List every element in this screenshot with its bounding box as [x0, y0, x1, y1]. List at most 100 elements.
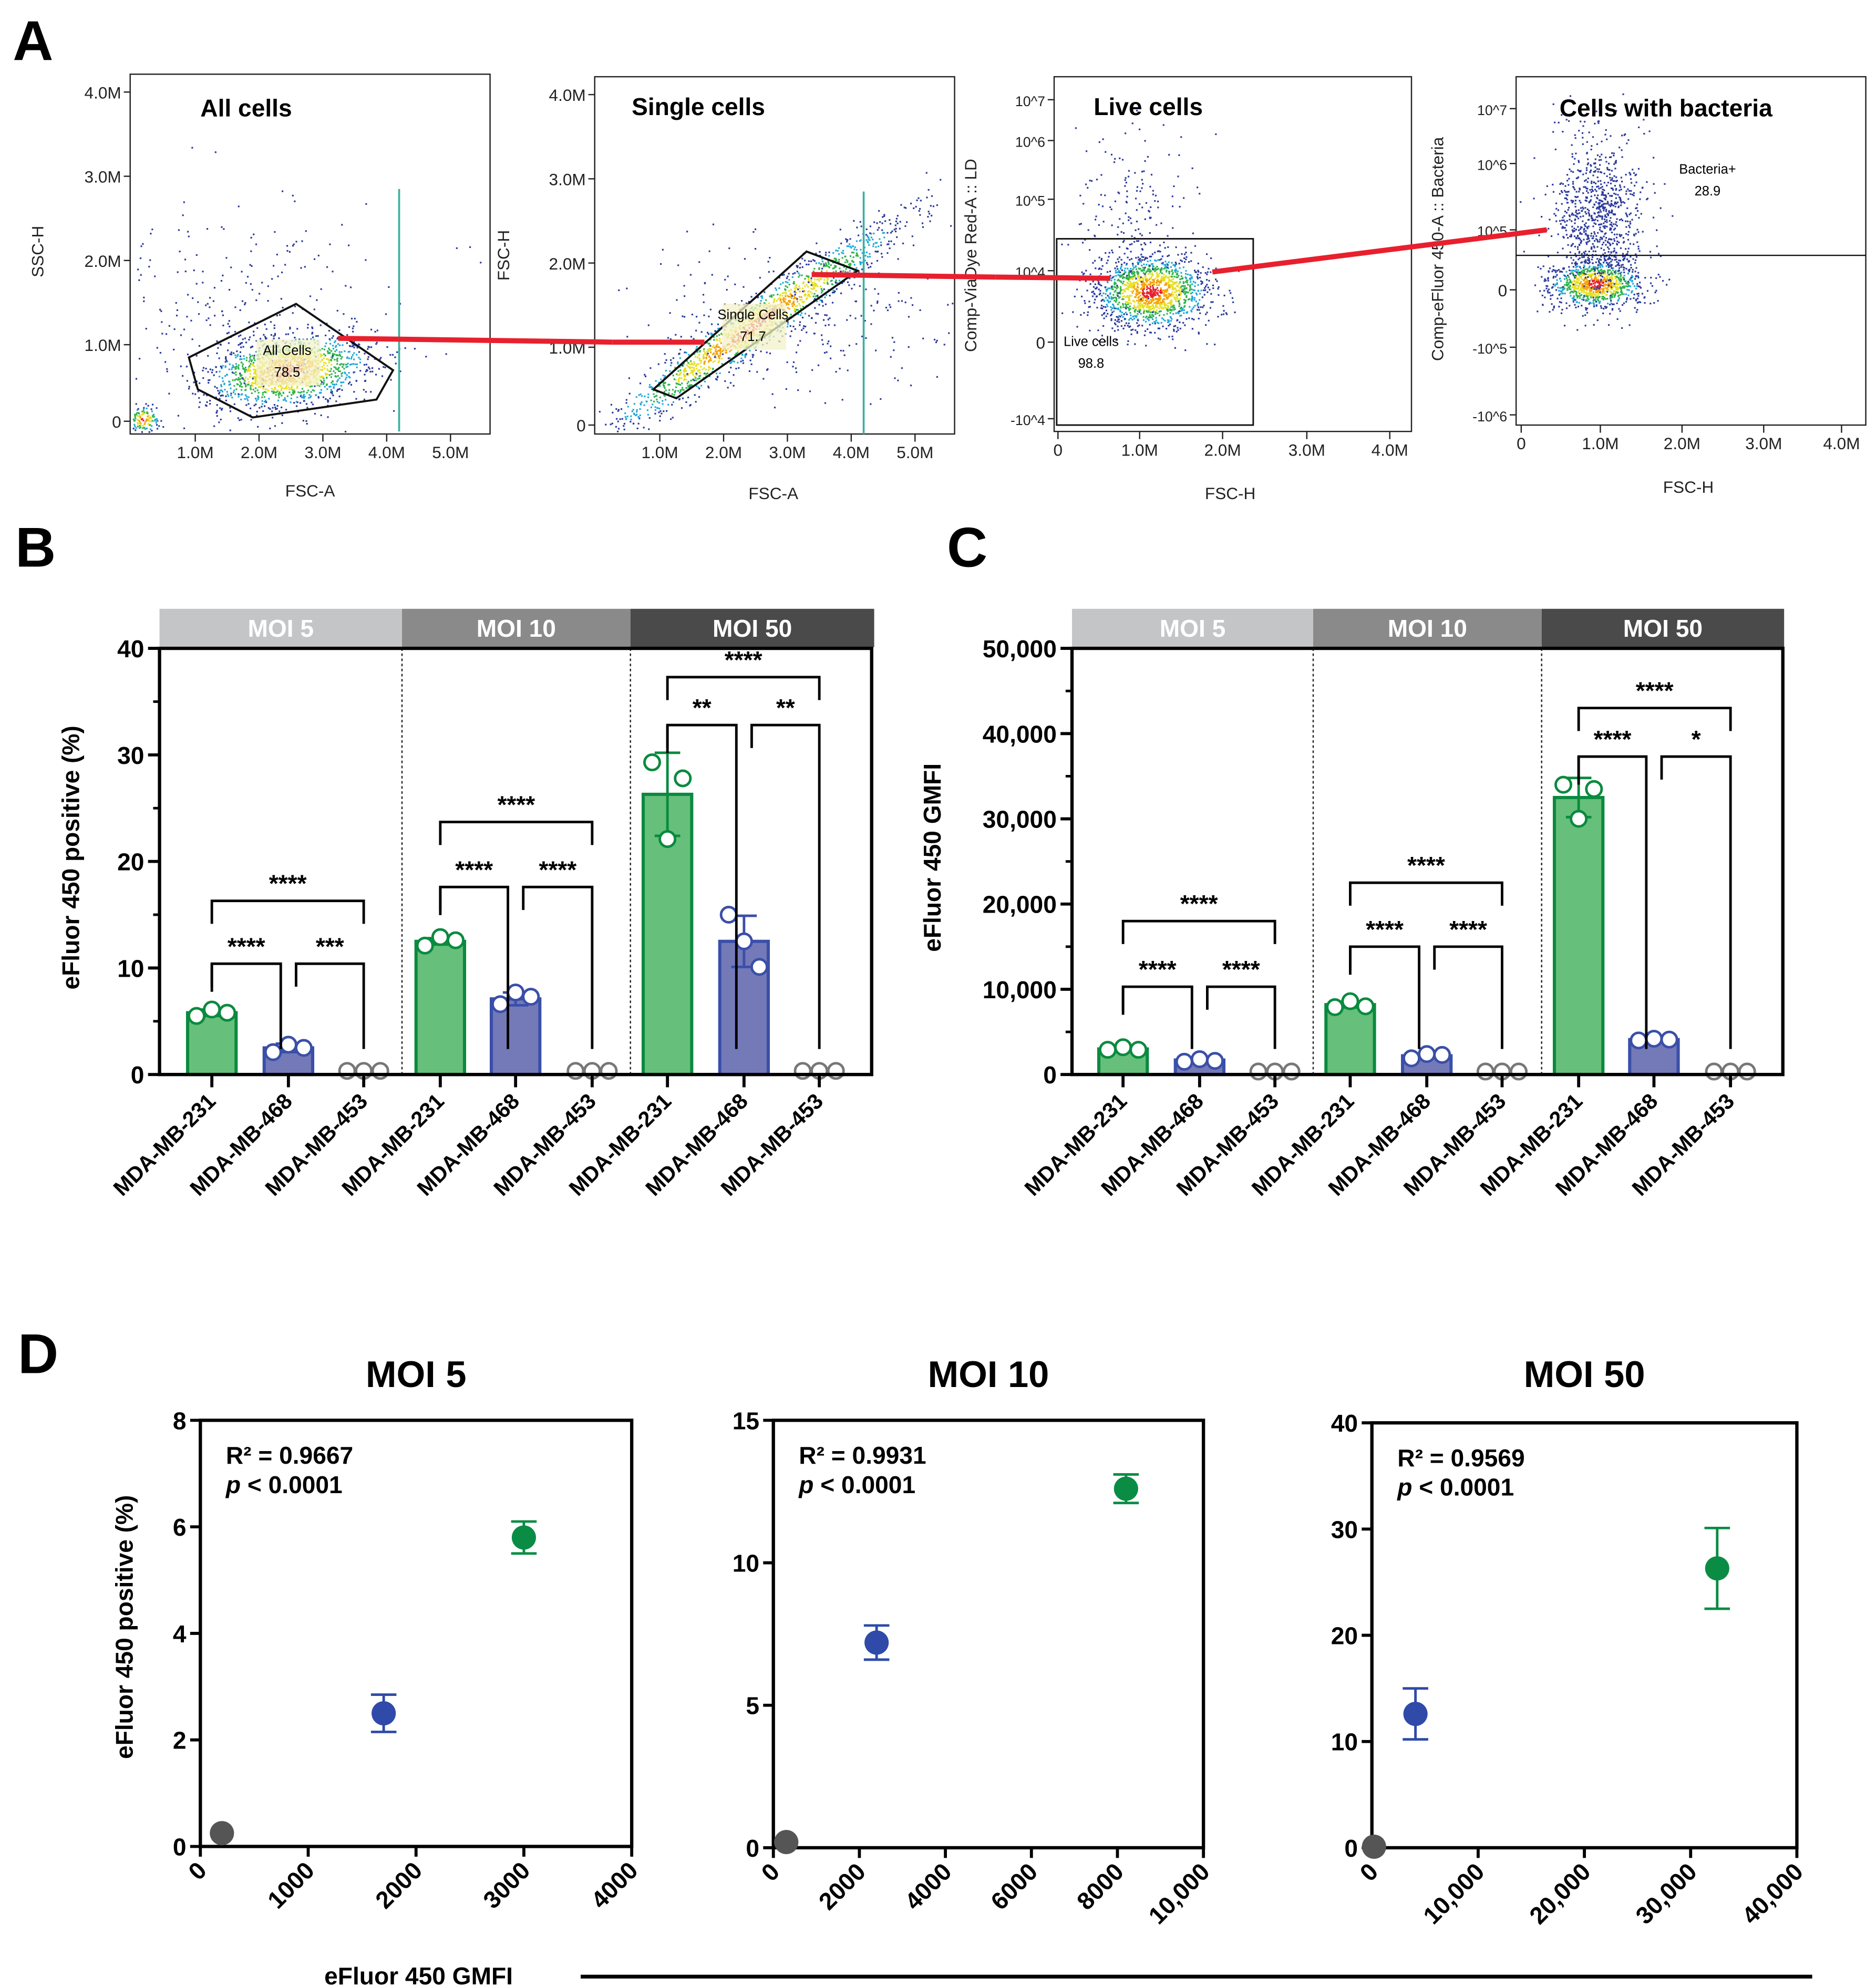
event-dot — [244, 378, 246, 380]
event-dot — [1142, 277, 1144, 280]
event-dot — [815, 322, 817, 324]
event-dot — [1122, 296, 1124, 298]
event-dot — [302, 338, 304, 340]
event-dot — [235, 365, 238, 367]
event-dot — [1171, 318, 1173, 320]
event-dot — [1150, 296, 1152, 298]
event-dot — [143, 412, 145, 415]
event-dot — [1138, 292, 1140, 294]
event-dot — [355, 380, 357, 382]
event-dot — [151, 410, 153, 412]
event-dot — [1167, 310, 1169, 312]
event-dot — [1146, 286, 1148, 288]
event-dot — [1123, 253, 1126, 255]
event-dot — [1136, 294, 1138, 296]
event-dot — [1143, 270, 1145, 272]
event-dot — [1106, 299, 1108, 302]
event-dot — [341, 372, 343, 375]
event-dot — [1140, 243, 1142, 246]
event-dot — [1149, 324, 1151, 326]
event-dot — [713, 336, 715, 338]
event-dot — [1121, 298, 1123, 301]
event-dot — [292, 392, 294, 394]
event-dot — [334, 353, 336, 355]
event-dot — [245, 357, 248, 359]
event-dot — [281, 271, 283, 274]
event-dot — [719, 340, 721, 342]
event-dot — [1167, 235, 1169, 237]
event-dot — [1129, 258, 1131, 261]
event-dot — [1115, 270, 1117, 272]
event-dot — [1099, 292, 1101, 294]
event-dot — [693, 353, 695, 355]
event-dot — [903, 206, 905, 209]
event-dot — [657, 363, 659, 365]
event-dot — [146, 427, 148, 430]
event-dot — [277, 392, 280, 395]
event-dot — [722, 349, 724, 351]
event-dot — [1100, 259, 1102, 261]
event-dot — [869, 253, 871, 255]
event-dot — [699, 375, 702, 377]
event-dot — [1147, 306, 1149, 309]
event-dot — [143, 300, 145, 302]
event-dot — [370, 328, 373, 330]
event-dot — [929, 213, 931, 215]
event-dot — [817, 296, 819, 298]
event-dot — [363, 364, 366, 366]
event-dot — [1135, 288, 1137, 291]
event-dot — [801, 299, 803, 301]
event-dot — [352, 354, 354, 356]
event-dot — [785, 289, 787, 291]
event-dot — [1089, 306, 1091, 308]
event-dot — [855, 343, 858, 345]
event-dot — [255, 299, 257, 302]
event-dot — [845, 268, 847, 270]
event-dot — [664, 361, 666, 364]
event-dot — [785, 292, 787, 295]
event-dot — [1155, 306, 1157, 308]
event-dot — [1127, 340, 1129, 342]
event-dot — [1177, 276, 1179, 278]
event-dot — [279, 314, 281, 316]
event-dot — [679, 389, 682, 391]
event-dot — [848, 245, 850, 247]
event-dot — [1131, 243, 1133, 245]
event-dot — [695, 377, 697, 379]
event-dot — [1120, 274, 1122, 276]
event-dot — [217, 390, 219, 392]
event-dot — [1207, 286, 1209, 288]
event-dot — [759, 303, 761, 305]
event-dot — [1136, 299, 1138, 302]
x-tick-label: 3.0M — [769, 443, 806, 462]
event-dot — [799, 274, 801, 276]
event-dot — [1127, 288, 1129, 291]
event-dot — [222, 380, 224, 382]
event-dot — [209, 379, 211, 381]
event-dot — [698, 359, 701, 361]
event-dot — [644, 375, 647, 377]
event-dot — [349, 364, 352, 366]
event-dot — [1168, 325, 1170, 327]
event-dot — [139, 416, 141, 418]
event-dot — [898, 292, 900, 294]
event-dot — [1173, 296, 1176, 298]
event-dot — [250, 385, 252, 387]
event-dot — [703, 354, 705, 356]
event-dot — [1142, 294, 1145, 296]
event-dot — [154, 418, 157, 421]
event-dot — [1156, 284, 1158, 286]
event-dot — [948, 332, 950, 334]
event-dot — [330, 359, 332, 361]
event-dot — [1160, 282, 1162, 284]
event-dot — [1137, 289, 1139, 291]
event-dot — [225, 395, 227, 397]
event-dot — [219, 407, 221, 409]
event-dot — [1146, 315, 1148, 317]
event-dot — [828, 263, 830, 265]
event-dot — [141, 431, 143, 433]
event-dot — [828, 255, 830, 257]
event-dot — [191, 338, 193, 340]
event-dot — [823, 282, 826, 284]
event-dot — [1102, 306, 1105, 308]
